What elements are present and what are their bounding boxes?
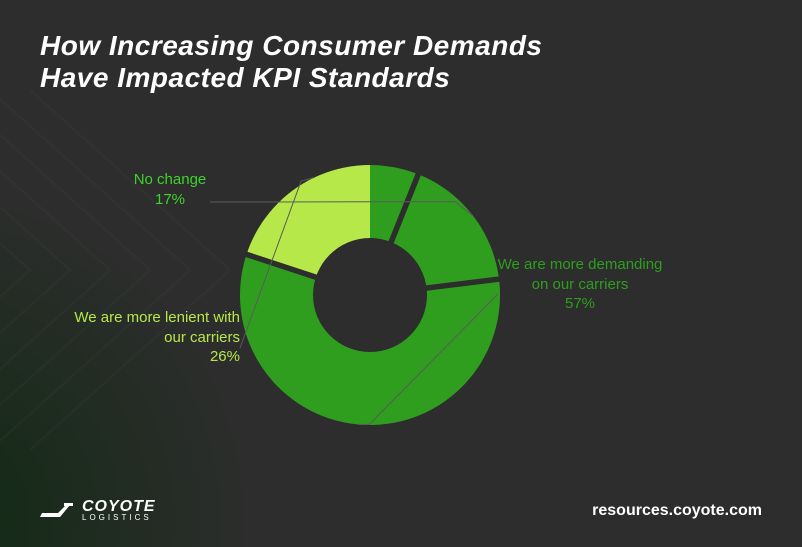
slice-label-nochange-pct: 17%	[105, 190, 235, 210]
slice-label-demanding: We are more demanding on our carriers 57…	[495, 255, 665, 314]
logo-text: COYOTE LOGISTICS	[82, 500, 156, 521]
donut-slice-gaps	[240, 165, 500, 425]
donut-chart	[240, 165, 500, 425]
slice-label-demanding-text: We are more demanding on our carriers	[498, 256, 663, 293]
slice-label-nochange: No change 17%	[105, 170, 235, 209]
slice-label-lenient-pct: 26%	[70, 347, 240, 367]
logo-icon	[40, 499, 74, 523]
slice-label-lenient: We are more lenient with our carriers 26…	[70, 308, 240, 367]
page-title: How Increasing Consumer Demands Have Imp…	[40, 30, 560, 94]
slice-label-lenient-text: We are more lenient with our carriers	[74, 309, 240, 346]
slice-label-demanding-pct: 57%	[495, 294, 665, 314]
logo-word: COYOTE	[82, 500, 156, 514]
slice-label-nochange-text: No change	[134, 171, 207, 188]
logo: COYOTE LOGISTICS	[40, 499, 156, 523]
logo-sub: LOGISTICS	[82, 515, 156, 522]
footer: COYOTE LOGISTICS resources.coyote.com	[0, 489, 802, 547]
resources-link: resources.coyote.com	[592, 502, 762, 520]
